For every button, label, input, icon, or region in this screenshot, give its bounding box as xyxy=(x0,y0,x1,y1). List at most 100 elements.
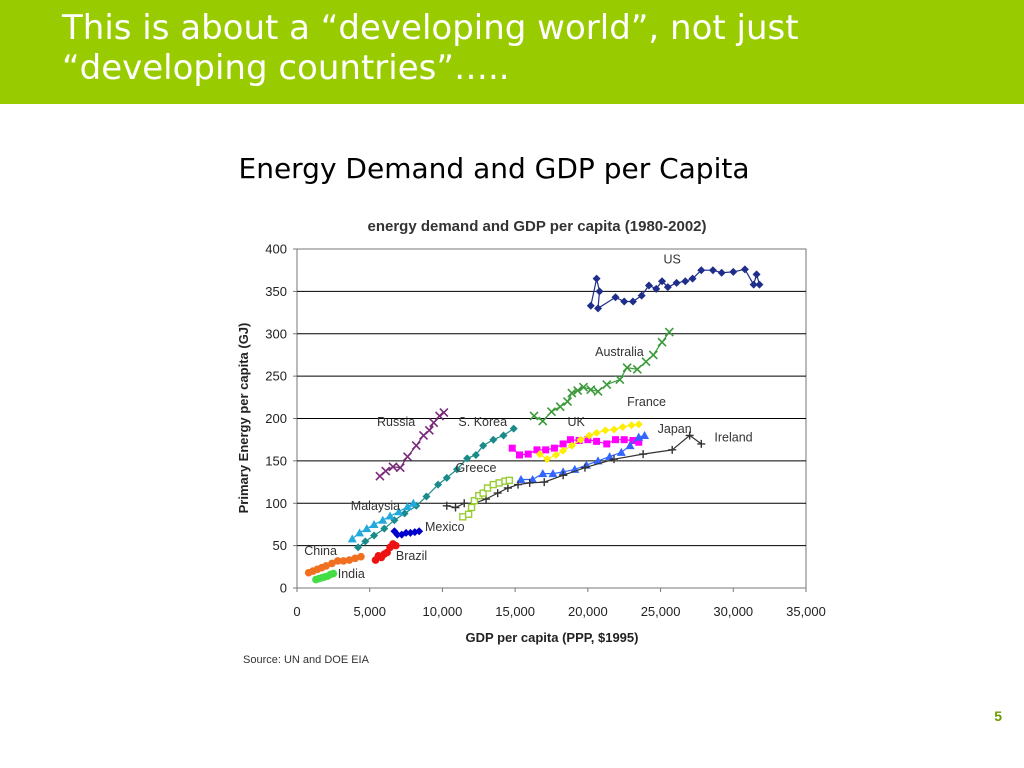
data-point-malaysia xyxy=(385,511,395,520)
data-point-us xyxy=(672,278,681,287)
series-label-australia: Australia xyxy=(595,345,644,359)
data-point-france xyxy=(585,431,594,440)
data-point-japan xyxy=(593,456,603,465)
y-tick-label: 250 xyxy=(265,369,287,384)
data-point-mexico xyxy=(402,528,411,537)
data-point-mexico xyxy=(415,527,424,536)
data-point-uk xyxy=(611,436,619,444)
data-point-ireland xyxy=(559,471,568,480)
series-label-us: US xyxy=(663,252,680,266)
data-point-s-korea xyxy=(463,454,472,463)
data-point-china xyxy=(322,562,330,570)
data-point-ireland xyxy=(514,480,523,489)
data-point-malaysia xyxy=(355,528,365,537)
y-tick-label: 100 xyxy=(265,496,287,511)
data-point-s-korea xyxy=(422,492,431,501)
data-point-japan xyxy=(625,441,635,450)
data-point-malaysia xyxy=(369,519,379,528)
series-label-ireland: Ireland xyxy=(714,430,752,444)
series-label-malaysia: Malaysia xyxy=(351,499,400,513)
data-point-france xyxy=(627,421,636,430)
slide-title-line-2: “developing countries”….. xyxy=(62,48,510,88)
data-point-australia xyxy=(622,363,632,373)
data-point-ireland xyxy=(580,463,589,472)
series-label-uk: UK xyxy=(567,415,585,429)
data-point-australia xyxy=(593,386,603,396)
series-label-china: China xyxy=(304,544,337,558)
x-tick-label: 15,000 xyxy=(495,604,535,619)
data-point-malaysia xyxy=(408,498,418,507)
data-point-australia xyxy=(615,374,625,385)
data-point-france xyxy=(535,450,544,459)
data-point-australia xyxy=(562,396,573,407)
y-axis-label: Primary Energy per capita (GJ) xyxy=(236,323,251,514)
data-point-s-korea xyxy=(471,450,480,459)
data-point-japan xyxy=(605,452,615,461)
data-point-russia xyxy=(424,425,434,435)
y-tick-label: 50 xyxy=(273,538,287,553)
x-tick-label: 5,000 xyxy=(353,604,386,619)
data-point-ireland xyxy=(493,489,502,498)
slide-subtitle: Energy Demand and GDP per Capita xyxy=(238,152,750,185)
data-point-ireland xyxy=(610,455,619,464)
data-point-greece xyxy=(483,484,492,492)
data-point-australia xyxy=(602,380,612,390)
data-point-australia xyxy=(538,416,548,426)
data-point-greece xyxy=(505,476,514,485)
data-point-russia xyxy=(381,466,391,476)
series-label-japan: Japan xyxy=(658,422,692,436)
data-point-australia xyxy=(632,364,642,374)
data-point-uk xyxy=(635,438,643,446)
data-point-s-korea xyxy=(380,524,389,533)
data-point-us xyxy=(729,267,738,276)
data-point-s-korea xyxy=(509,424,518,433)
data-point-uk xyxy=(593,437,601,445)
series-label-russia: Russia xyxy=(377,415,415,429)
data-point-us xyxy=(755,280,764,289)
data-point-australia xyxy=(664,327,674,337)
page-number: 5 xyxy=(994,708,1002,724)
data-point-us xyxy=(611,293,620,302)
data-point-malaysia xyxy=(378,515,388,524)
data-point-australia xyxy=(648,350,658,360)
data-point-uk xyxy=(559,440,567,448)
data-point-australia xyxy=(641,357,651,367)
data-point-australia xyxy=(657,337,667,347)
slide-title: This is about a “developing world”, not … xyxy=(62,8,1002,88)
data-point-malaysia xyxy=(347,534,357,543)
data-point-japan xyxy=(538,469,548,478)
data-point-uk xyxy=(516,451,524,459)
data-point-us xyxy=(628,297,637,306)
data-point-s-korea xyxy=(354,543,363,552)
data-point-s-korea xyxy=(479,441,488,450)
y-tick-label: 300 xyxy=(265,326,287,341)
data-point-uk xyxy=(584,436,592,444)
data-point-uk xyxy=(542,446,550,454)
data-point-ireland xyxy=(503,483,512,492)
data-point-us xyxy=(652,284,661,293)
data-point-us xyxy=(595,287,604,296)
slide-title-line-1: This is about a “developing world”, not … xyxy=(62,8,799,48)
data-point-uk xyxy=(566,436,574,444)
y-tick-label: 150 xyxy=(265,453,287,468)
data-point-us xyxy=(592,274,601,283)
data-point-greece xyxy=(470,497,479,505)
data-point-russia xyxy=(411,441,421,451)
data-point-france xyxy=(634,420,643,429)
data-point-s-korea xyxy=(442,473,451,482)
data-point-us xyxy=(688,274,697,283)
data-point-france xyxy=(543,455,552,464)
data-point-france xyxy=(576,435,585,444)
y-tick-label: 350 xyxy=(265,284,287,299)
series-label-greece: Greece xyxy=(456,461,497,475)
data-point-mexico xyxy=(393,530,402,539)
y-tick-label: 200 xyxy=(265,411,287,426)
data-point-uk xyxy=(550,444,558,452)
data-point-greece xyxy=(495,479,503,487)
data-point-ireland xyxy=(451,503,460,512)
data-point-uk xyxy=(508,444,516,452)
data-point-russia xyxy=(439,408,449,418)
data-point-france xyxy=(601,426,610,435)
data-point-russia xyxy=(395,463,405,473)
data-point-greece xyxy=(479,489,487,497)
